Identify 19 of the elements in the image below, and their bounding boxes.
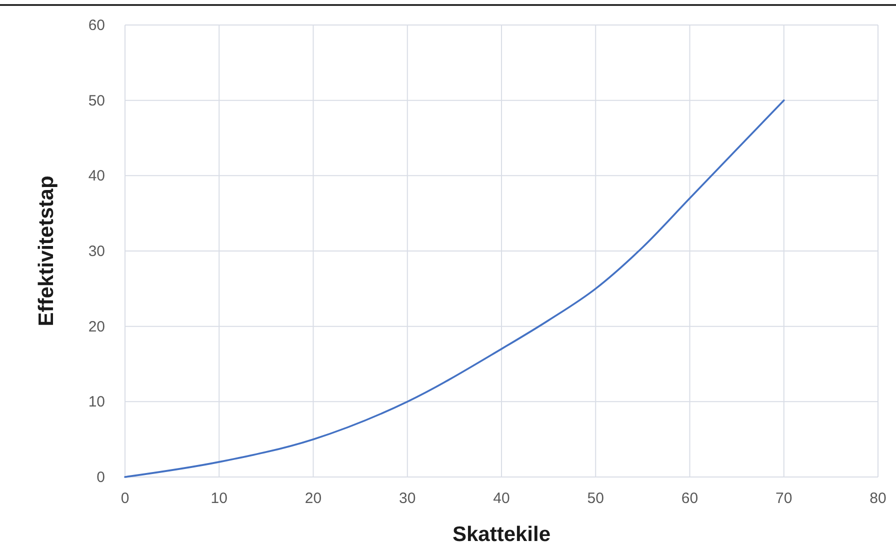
x-tick-label: 0	[120, 490, 130, 507]
y-tick-label: 50	[88, 92, 105, 110]
x-tick-label: 60	[681, 490, 698, 507]
y-axis-title: Effektivitetstap	[35, 176, 58, 326]
y-tick-label: 20	[88, 318, 105, 336]
y-tick-label: 60	[88, 17, 105, 34]
x-tick-label: 80	[870, 490, 886, 507]
line-series	[124, 99, 785, 478]
x-tick-label: 40	[493, 490, 510, 507]
x-tick-label: 30	[399, 490, 416, 507]
x-tick-label: 10	[210, 490, 228, 507]
x-tick-label: 70	[776, 490, 792, 507]
y-tick-label: 30	[88, 243, 105, 260]
y-tick-label: 40	[88, 168, 105, 185]
y-tick-label: 0	[96, 469, 105, 486]
x-axis-title: Skattekile	[452, 523, 551, 546]
y-tick-label: 10	[88, 394, 105, 411]
x-tick-label: 50	[587, 490, 604, 507]
x-tick-label: 20	[304, 490, 322, 507]
